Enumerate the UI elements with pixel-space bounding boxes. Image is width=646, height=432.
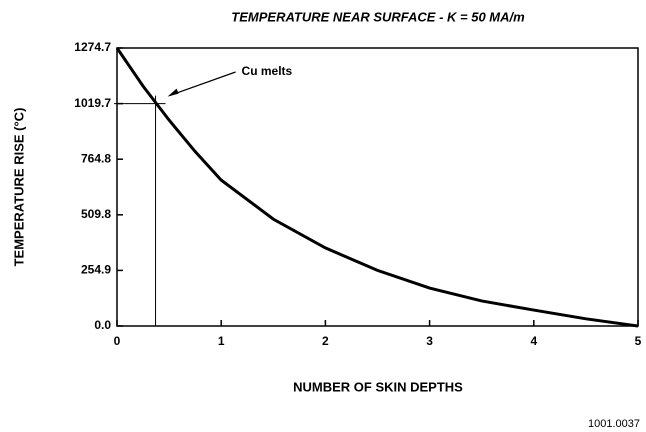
x-tick-label: 4 bbox=[530, 334, 537, 348]
figure-id: 1001.0037 bbox=[588, 418, 640, 430]
y-tick-label: 1274.7 bbox=[74, 40, 111, 54]
y-tick-label: 764.8 bbox=[81, 151, 111, 165]
x-tick-label: 3 bbox=[426, 334, 433, 348]
y-axis-label: TEMPERATURE RISE (°C) bbox=[11, 108, 26, 267]
curve bbox=[115, 47, 639, 328]
arrow-head bbox=[167, 88, 179, 97]
x-tick-label: 0 bbox=[114, 334, 121, 348]
plot-frame bbox=[116, 47, 639, 327]
annotation-arrow bbox=[169, 71, 236, 97]
x-tick-label: 2 bbox=[322, 334, 329, 348]
y-tick-label: 509.8 bbox=[81, 207, 111, 221]
chart-title: TEMPERATURE NEAR SURFACE - K = 50 MA/m bbox=[231, 9, 525, 24]
y-tick-label: 0.0 bbox=[94, 318, 111, 332]
x-tick-label: 5 bbox=[635, 334, 642, 348]
y-tick-label: 254.9 bbox=[81, 263, 111, 277]
y-tick-label: 1019.7 bbox=[74, 96, 111, 110]
x-tick-label: 1 bbox=[218, 334, 225, 348]
annotation-label: Cu melts bbox=[242, 64, 293, 78]
x-axis-label: NUMBER OF SKIN DEPTHS bbox=[293, 379, 463, 394]
